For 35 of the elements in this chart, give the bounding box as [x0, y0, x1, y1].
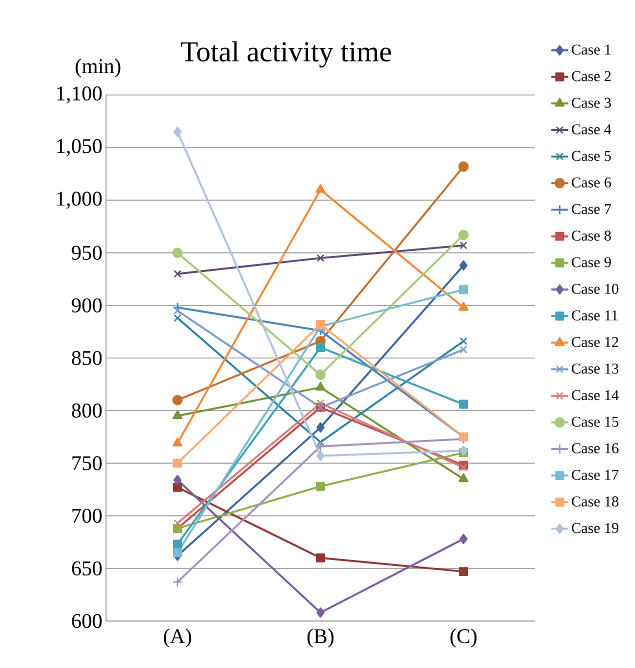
- y-tick-label: 650: [72, 561, 102, 576]
- y-tick-label: 950: [72, 246, 102, 260]
- y-tick-label: 1,000: [57, 192, 102, 209]
- y-axis-title: (min): [76, 58, 120, 78]
- y-tick-label: 700: [72, 508, 102, 523]
- y-tick-label: 750: [72, 456, 102, 470]
- legend-label: Case 9: [572, 257, 611, 268]
- legend-label: Case 12: [572, 336, 618, 348]
- legend-label: Case 14: [572, 390, 619, 400]
- legend-label: Case 13: [572, 364, 618, 374]
- legend-label: Case 15: [572, 416, 618, 427]
- legend-label: Case 5: [572, 150, 611, 161]
- legend-label: Case 3: [572, 98, 611, 108]
- legend-label: Case 10: [572, 284, 618, 294]
- legend-label: Case 6: [572, 177, 612, 188]
- legend-label: Case 2: [572, 71, 611, 82]
- legend-label: Case 4: [572, 124, 612, 134]
- y-tick-label: 1,050: [57, 139, 102, 156]
- legend-label: Case 17: [572, 470, 618, 480]
- legend-label: Case 11: [572, 310, 618, 320]
- legend-label: Case 8: [572, 230, 611, 241]
- x-tick-label: (C): [450, 628, 477, 648]
- legend-label: Case 18: [572, 496, 618, 507]
- y-tick-label: 850: [72, 350, 102, 366]
- legend-label: Case 19: [572, 523, 618, 534]
- chart-title: Total activity time: [180, 41, 391, 68]
- y-tick-label: 800: [72, 404, 102, 418]
- x-tick-label: (B): [307, 628, 334, 648]
- y-tick-label: 600: [72, 614, 102, 628]
- legend-label: Case 16: [572, 443, 618, 454]
- legend-label: Case 1: [572, 44, 611, 55]
- y-tick-label: 1,100: [57, 86, 102, 104]
- x-tick-label: (A): [164, 628, 192, 648]
- y-tick-label: 900: [72, 298, 102, 312]
- legend-label: Case 7: [572, 204, 612, 214]
